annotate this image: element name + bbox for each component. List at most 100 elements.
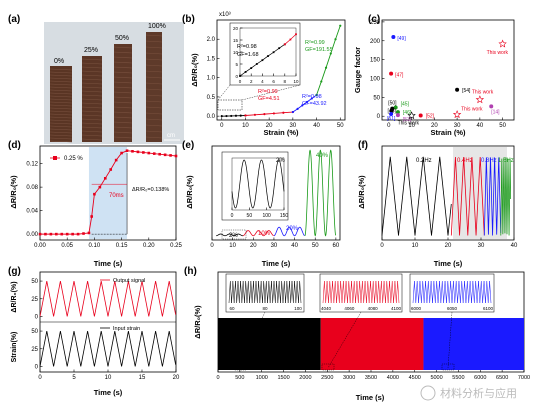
x-tick-label: 0 bbox=[239, 79, 242, 84]
x-tick-label: 20 bbox=[250, 243, 257, 249]
texture-line bbox=[113, 116, 133, 119]
zoom-box bbox=[321, 363, 335, 371]
texture-line bbox=[49, 101, 73, 104]
texture-line bbox=[113, 91, 133, 94]
x-axis-label: Time (s) bbox=[262, 259, 291, 268]
x-tick-label: 4 bbox=[261, 79, 264, 84]
y-tick-label: 0.12 bbox=[26, 162, 38, 168]
scatter-label: [53] bbox=[403, 117, 412, 123]
texture-line bbox=[49, 131, 73, 134]
scatter-label: This work bbox=[461, 107, 483, 113]
dense-cycling-signal bbox=[218, 318, 321, 370]
axis-exponent: x10³ bbox=[219, 12, 231, 18]
x-tick-label: 20 bbox=[445, 243, 452, 249]
texture-line bbox=[49, 113, 73, 116]
panel-a: (a) 0% 25% 50% 100% cm bbox=[8, 14, 184, 144]
fit3-gf: GF=191.55 bbox=[305, 47, 333, 53]
inset-tick-label: 4100 bbox=[391, 306, 402, 311]
texture-line bbox=[113, 71, 133, 74]
x-axis-label: Time (s) bbox=[94, 388, 123, 397]
x-tick-label: 100 bbox=[262, 213, 271, 219]
y-tick-label: 0 bbox=[35, 364, 39, 370]
panel-g: (g) 0 5 10 15 20 0 25 50 0 25 50 Output signal Inp… bbox=[8, 266, 180, 397]
segment-line bbox=[483, 157, 502, 236]
zoom-box bbox=[441, 363, 455, 371]
y-axis-label-output: ΔR/R₀(%) bbox=[11, 281, 18, 312]
inset-plot: 0 2 4 6 8 10 0 5 10 15 20 bbox=[233, 26, 299, 84]
x-tick-label: 40 bbox=[511, 243, 518, 249]
y-axis-label: ΔR/R₀(%) bbox=[193, 305, 202, 339]
plot-frame bbox=[381, 19, 515, 121]
x-tick-label: 40 bbox=[313, 123, 320, 129]
x-tick-label: 0 bbox=[38, 375, 42, 381]
panel-e: (e) 0 10 20 30 40 50 60 0 50 100 150 2% 2% 10% 20… bbox=[182, 140, 341, 268]
data-point bbox=[60, 232, 64, 236]
segment-line bbox=[242, 230, 274, 237]
y-tick-label: 0 bbox=[377, 114, 381, 120]
scatter-point bbox=[389, 111, 394, 116]
y-tick-label: 50 bbox=[31, 279, 38, 285]
inset-pointer bbox=[447, 311, 453, 369]
texture-line bbox=[145, 106, 163, 109]
texture-line bbox=[145, 136, 163, 139]
x-tick-label: 10 bbox=[412, 243, 419, 249]
x-tick-label: 10 bbox=[105, 375, 112, 381]
inset-signal bbox=[322, 280, 400, 304]
texture-line bbox=[49, 92, 73, 95]
x-tick-label: 5500 bbox=[452, 375, 464, 381]
texture-line bbox=[113, 81, 133, 84]
axes: 0 5 10 15 20 0 25 50 0 25 50 bbox=[31, 279, 180, 381]
sample-strain-25 bbox=[82, 56, 102, 142]
texture-line bbox=[49, 110, 73, 113]
x-tick-label: 150 bbox=[280, 213, 289, 219]
y-tick-label: 10 bbox=[233, 50, 239, 55]
scatter-label: [45] bbox=[401, 102, 410, 108]
panel-g-label: (g) bbox=[8, 266, 21, 277]
scatter-point bbox=[393, 105, 398, 110]
fit1-gf: GF=4.51 bbox=[258, 96, 280, 102]
segment-line bbox=[304, 149, 337, 237]
data-point bbox=[225, 114, 228, 118]
texture-line bbox=[81, 94, 103, 97]
y-tick-label: 5 bbox=[235, 62, 238, 67]
texture-line bbox=[49, 80, 73, 83]
panel-c-label: (c) bbox=[368, 14, 380, 25]
y-tick-label: 25 bbox=[31, 347, 38, 353]
inset-pointer bbox=[239, 311, 266, 369]
y-tick-label: 0.00 bbox=[26, 232, 38, 238]
inset-tick-label: 80 bbox=[262, 306, 268, 311]
segment-line bbox=[216, 233, 243, 237]
data-point bbox=[90, 215, 93, 218]
texture-line bbox=[145, 70, 163, 73]
texture-line bbox=[49, 137, 73, 140]
x-tick-label: 10 bbox=[229, 243, 236, 249]
texture-line bbox=[81, 78, 103, 81]
series bbox=[216, 149, 337, 237]
data-point bbox=[87, 231, 91, 235]
x-tick-label: 10 bbox=[293, 79, 299, 84]
dense-cycling-signal bbox=[423, 318, 524, 370]
fit1-r2: R²=0.99 bbox=[258, 89, 278, 95]
texture-line bbox=[81, 118, 103, 121]
data-point bbox=[142, 151, 145, 154]
y-axis-label: ΔR/R₀(%) bbox=[185, 175, 194, 209]
texture-line bbox=[81, 134, 103, 137]
data-point bbox=[76, 232, 80, 236]
texture-line bbox=[49, 83, 73, 86]
texture-line bbox=[81, 70, 103, 73]
texture-line bbox=[81, 138, 103, 141]
legend-input-label: Input strain bbox=[113, 326, 140, 332]
scatter-label: [51] bbox=[387, 116, 396, 122]
fit-line bbox=[221, 115, 246, 117]
y-tick-label: 25 bbox=[31, 297, 38, 303]
panel-b-label: (b) bbox=[182, 14, 195, 25]
texture-line bbox=[113, 76, 133, 79]
segment-label-20: 20% bbox=[286, 226, 299, 232]
panel-c: (c) 0 10 20 30 40 50 0 50 100 150 200 250 This work… bbox=[353, 14, 515, 137]
data-point bbox=[220, 115, 223, 118]
legend-output-label: Output signal bbox=[113, 278, 145, 284]
data-point bbox=[44, 232, 47, 236]
data-point bbox=[163, 153, 167, 157]
texture-line bbox=[145, 100, 163, 103]
data-point bbox=[301, 104, 304, 107]
